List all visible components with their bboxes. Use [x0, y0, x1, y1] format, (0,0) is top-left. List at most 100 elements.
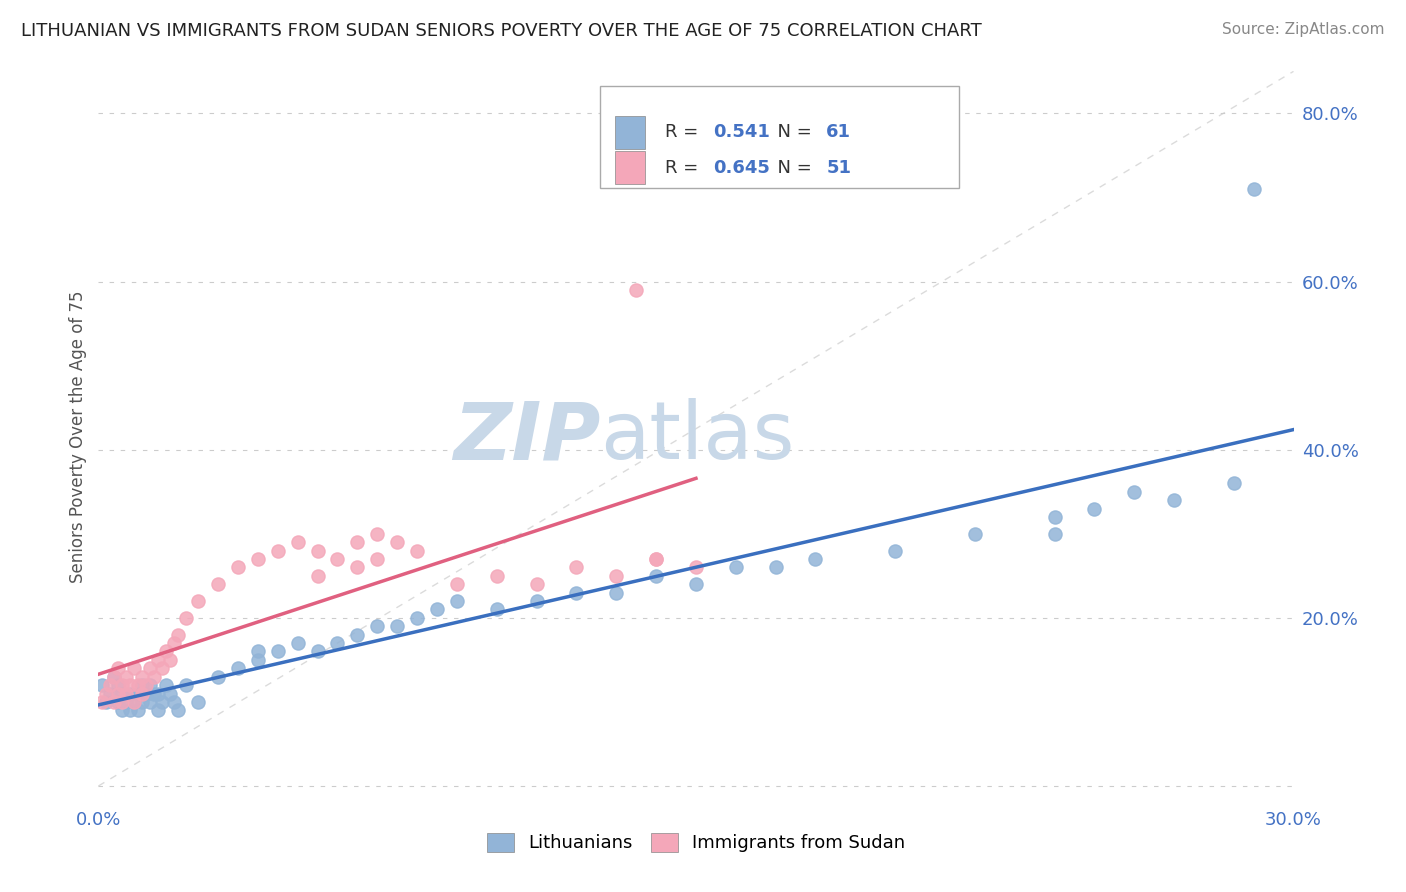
Point — [124, 695, 146, 709]
Point — [120, 678, 142, 692]
Point — [765, 560, 787, 574]
Point — [307, 543, 329, 558]
Point — [406, 543, 429, 558]
Bar — [614, 152, 644, 185]
Point — [174, 678, 197, 692]
Point — [127, 686, 149, 700]
Point — [131, 695, 153, 709]
Point — [167, 703, 190, 717]
Text: LITHUANIAN VS IMMIGRANTS FROM SUDAN SENIORS POVERTY OVER THE AGE OF 75 CORRELATI: LITHUANIAN VS IMMIGRANTS FROM SUDAN SENI… — [21, 22, 981, 40]
Point — [139, 661, 162, 675]
Point — [139, 695, 162, 709]
Text: ZIP: ZIP — [453, 398, 600, 476]
Point — [1223, 476, 1246, 491]
Point — [565, 585, 588, 599]
Point — [645, 552, 668, 566]
Point — [98, 686, 122, 700]
Point — [287, 535, 309, 549]
Point — [167, 627, 190, 641]
Point — [884, 543, 907, 558]
Point — [385, 619, 409, 633]
Point — [685, 577, 707, 591]
Point — [91, 678, 114, 692]
Point — [103, 695, 125, 709]
Point — [426, 602, 449, 616]
Point — [963, 526, 986, 541]
Point — [446, 577, 468, 591]
Point — [187, 594, 209, 608]
Point — [96, 686, 118, 700]
Point — [148, 703, 170, 717]
Point — [143, 686, 166, 700]
Point — [163, 695, 186, 709]
Point — [159, 686, 181, 700]
Point — [115, 695, 138, 709]
Text: N =: N = — [766, 123, 818, 141]
Point — [366, 619, 388, 633]
Point — [246, 552, 269, 566]
Point — [131, 678, 153, 692]
Point — [267, 543, 290, 558]
Point — [139, 678, 162, 692]
Point — [326, 636, 349, 650]
Text: N =: N = — [766, 159, 818, 177]
Point — [124, 695, 146, 709]
Point — [91, 695, 114, 709]
Point — [148, 686, 170, 700]
Point — [207, 577, 229, 591]
Text: 0.541: 0.541 — [713, 123, 769, 141]
Point — [107, 695, 129, 709]
Point — [267, 644, 290, 658]
Point — [111, 686, 134, 700]
Point — [605, 585, 627, 599]
Point — [287, 636, 309, 650]
Point — [103, 670, 125, 684]
Point — [111, 695, 134, 709]
Point — [526, 594, 548, 608]
Point — [307, 644, 329, 658]
Point — [1043, 510, 1066, 524]
Point — [187, 695, 209, 709]
Point — [150, 695, 173, 709]
Point — [103, 670, 125, 684]
Point — [446, 594, 468, 608]
Point — [163, 636, 186, 650]
Point — [111, 678, 134, 692]
Text: atlas: atlas — [600, 398, 794, 476]
Point — [107, 678, 129, 692]
Point — [207, 670, 229, 684]
Point — [155, 678, 177, 692]
Point — [131, 686, 153, 700]
Point — [127, 703, 149, 717]
Point — [565, 560, 588, 574]
Legend: Lithuanians, Immigrants from Sudan: Lithuanians, Immigrants from Sudan — [479, 826, 912, 860]
Text: 51: 51 — [827, 159, 851, 177]
Point — [135, 686, 157, 700]
Point — [246, 644, 269, 658]
Point — [526, 577, 548, 591]
Point — [135, 678, 157, 692]
Point — [326, 552, 349, 566]
Point — [107, 661, 129, 675]
Point — [124, 661, 146, 675]
Point — [115, 686, 138, 700]
Point — [645, 569, 668, 583]
Bar — [614, 116, 644, 149]
Point — [605, 569, 627, 583]
Point — [143, 670, 166, 684]
Point — [150, 661, 173, 675]
Point — [406, 611, 429, 625]
Text: 0.645: 0.645 — [713, 159, 769, 177]
Point — [226, 560, 249, 574]
Point — [246, 653, 269, 667]
Point — [127, 678, 149, 692]
FancyBboxPatch shape — [600, 86, 959, 188]
Point — [120, 686, 142, 700]
Point — [366, 552, 388, 566]
Point — [131, 670, 153, 684]
Point — [155, 644, 177, 658]
Point — [366, 526, 388, 541]
Point — [111, 703, 134, 717]
Point — [107, 686, 129, 700]
Point — [115, 670, 138, 684]
